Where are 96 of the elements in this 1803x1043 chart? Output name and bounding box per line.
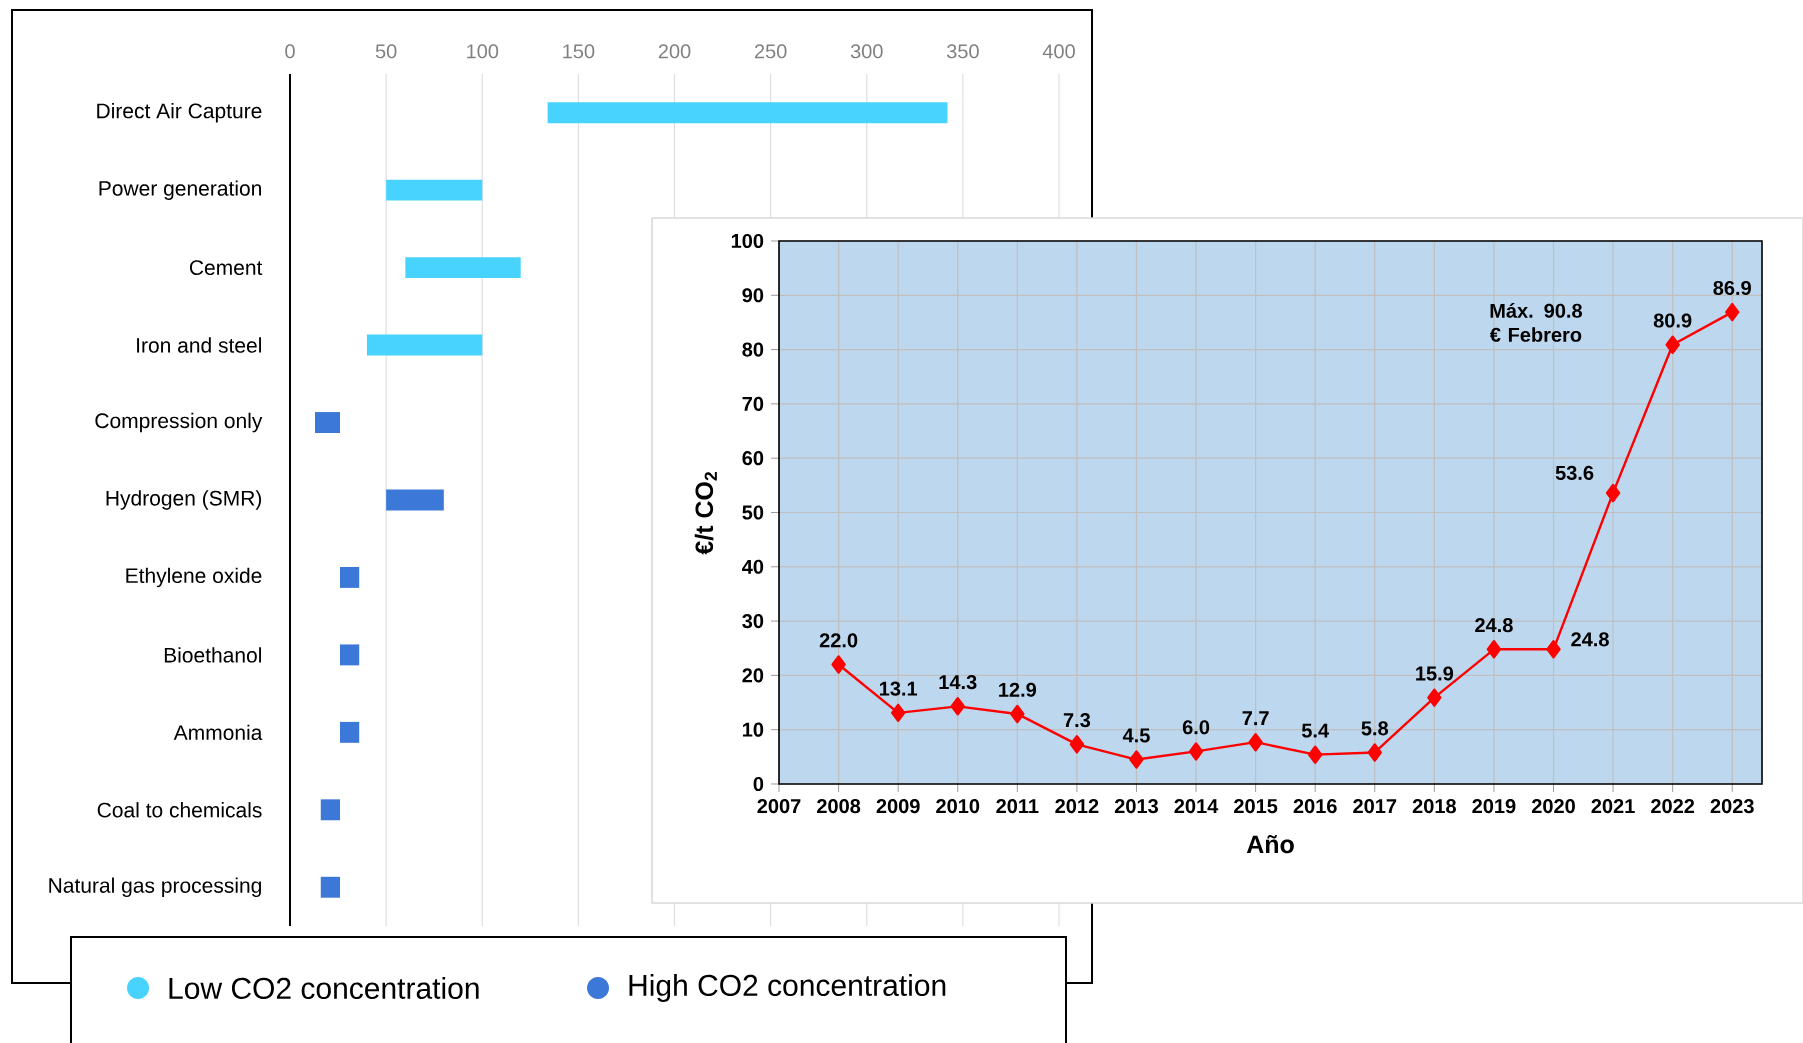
y-tick-label: Iron and steel (137, 337, 261, 353)
y-axis-title: €/t CO$_{2}$ (694, 472, 717, 555)
point (1307, 745, 1323, 764)
bar (315, 412, 340, 433)
data-label: 6.0 (1182, 720, 1210, 735)
y-tick-label: Bioethanol (164, 647, 261, 663)
y-tick-label: Direct Air Capture (97, 102, 262, 123)
x-tick-label: 2020 (1531, 799, 1575, 814)
x-tick-label: 2015 (1234, 799, 1278, 814)
bar (547, 102, 948, 124)
x-tick-label: 2014 (1174, 799, 1219, 814)
point (950, 697, 965, 716)
x-tick-label: 400 (1042, 44, 1075, 59)
y-tick-label: 20 (742, 668, 764, 683)
data-label: 24.8 (1571, 632, 1609, 647)
x-tick-label: 250 (754, 44, 787, 59)
x-tick-label: 2017 (1353, 799, 1397, 814)
x-tick-label: 0 (285, 44, 295, 59)
point (1486, 640, 1502, 659)
x-tick-label: 2011 (996, 799, 1039, 814)
x-tick-label: 2013 (1114, 799, 1158, 814)
point (1188, 742, 1204, 761)
x-tick-label: 350 (946, 44, 979, 59)
annotation: Máx. 90.8 € Febrero (1489, 302, 1582, 342)
data-label: 80.9 (1653, 313, 1692, 328)
y-tick-label: 0 (753, 776, 764, 792)
y-tick-label: 10 (742, 722, 764, 737)
y-tick-label: Hydrogen (SMR) (106, 490, 262, 510)
bar (320, 876, 340, 898)
data-label: 86.9 (1713, 280, 1751, 296)
legend-label: High CO2 concentration (629, 974, 946, 1002)
x-tick-label: 2018 (1412, 799, 1456, 814)
x-tick-label: 100 (467, 44, 499, 59)
bar (386, 489, 444, 511)
y-tick-label: 60 (742, 451, 764, 466)
y-tick-label: Ammonia (173, 724, 263, 741)
y-tick-label: 90 (742, 288, 764, 303)
data-label: 22.0 (819, 633, 858, 648)
y-tick-label: 70 (742, 396, 764, 411)
point (1725, 302, 1740, 322)
y-tick-label: Cement (189, 260, 263, 276)
x-tick-label: 2008 (817, 799, 861, 814)
bar (366, 334, 483, 356)
y-tick-label: 100 (731, 233, 764, 249)
bar (340, 721, 360, 743)
x-tick-label: 2021 (1591, 799, 1635, 814)
point (1010, 704, 1025, 724)
point (890, 703, 906, 723)
point (1427, 688, 1442, 707)
data-label: 5.4 (1301, 723, 1329, 738)
point (1546, 640, 1561, 659)
point (1069, 735, 1085, 754)
x-axis-title: Año (1246, 834, 1294, 854)
data-label: 14.3 (939, 675, 977, 690)
x-tick-label: 2012 (1055, 799, 1099, 814)
x-tick-label: 200 (658, 44, 691, 59)
y-tick-label: Natural gas processing (49, 877, 261, 898)
x-tick-label: 2022 (1651, 799, 1695, 814)
y-tick-label: 40 (742, 559, 764, 574)
data-label: 13.1 (879, 681, 918, 696)
data-label: 7.7 (1242, 711, 1269, 726)
data-label: 24.8 (1475, 618, 1513, 633)
x-tick-label: 50 (375, 44, 397, 59)
y-tick-label: 50 (742, 505, 764, 520)
data-label: 15.9 (1416, 666, 1454, 681)
x-tick-label: 2010 (936, 799, 980, 814)
point (1248, 732, 1263, 752)
bar (386, 179, 483, 201)
point (1665, 335, 1680, 354)
legend-label: Low CO2 concentration (169, 976, 479, 999)
y-tick-label: Compression only (95, 412, 263, 433)
data-label: 4.5 (1122, 728, 1150, 743)
x-tick-label: 2019 (1472, 799, 1516, 814)
x-tick-label: 2016 (1293, 799, 1337, 814)
point (831, 655, 846, 674)
data-label: 12.9 (999, 682, 1037, 697)
bar (320, 799, 340, 821)
data-label: 5.8 (1361, 721, 1389, 736)
bar (340, 566, 360, 588)
bar (405, 257, 521, 279)
x-tick-label: 300 (850, 44, 883, 59)
x-tick-label: 150 (563, 44, 595, 59)
bar (340, 644, 360, 666)
point (1129, 750, 1144, 769)
x-tick-label: 2007 (757, 799, 801, 814)
point (1367, 743, 1382, 762)
y-tick-label: Coal to chemicals (97, 802, 262, 818)
x-tick-label: 2023 (1710, 799, 1754, 814)
data-label: 53.6 (1555, 465, 1594, 481)
y-tick-label: Ethylene oxide (126, 567, 262, 588)
x-tick-label: 2009 (876, 799, 920, 814)
data-label: 7.3 (1063, 713, 1091, 728)
point (1605, 483, 1621, 503)
y-tick-label: 30 (742, 614, 764, 629)
y-tick-label: 80 (742, 342, 764, 357)
y-tick-label: Power generation (99, 180, 261, 200)
